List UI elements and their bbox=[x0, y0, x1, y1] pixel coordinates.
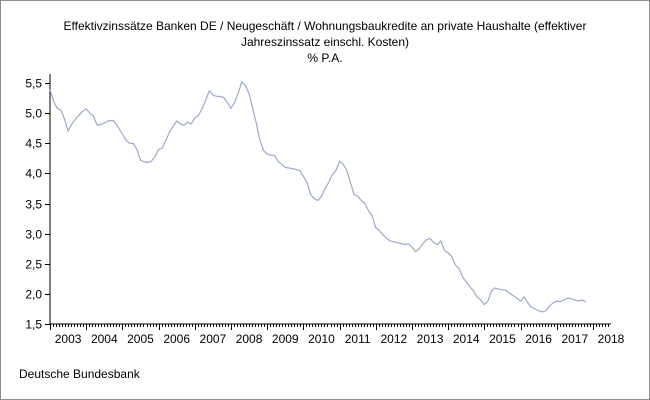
y-tick-label: 5,5 bbox=[25, 77, 42, 91]
y-tick-label: 4,5 bbox=[25, 137, 42, 151]
y-tick-label: 3,0 bbox=[25, 228, 42, 242]
chart-title: Effektivzinssätze Banken DE / Neugeschäf… bbox=[0, 18, 650, 66]
chart-title-line-1: Effektivzinssätze Banken DE / Neugeschäf… bbox=[63, 19, 587, 33]
y-tick-label: 5,0 bbox=[25, 107, 42, 121]
chart-title-line-2: Jahreszinssatz einschl. Kosten) bbox=[240, 35, 410, 49]
x-tick-label: 2018 bbox=[598, 332, 625, 346]
x-tick-label: 2006 bbox=[163, 332, 190, 346]
x-tick-label: 2014 bbox=[453, 332, 480, 346]
x-tick-label: 2017 bbox=[561, 332, 588, 346]
y-tick-label: 4,0 bbox=[25, 167, 42, 181]
y-tick-label: 2,5 bbox=[25, 258, 42, 272]
x-tick-label: 2013 bbox=[417, 332, 444, 346]
chart-plot-area bbox=[49, 81, 586, 313]
x-tick-label: 2011 bbox=[345, 332, 371, 346]
x-tick-label: 2016 bbox=[525, 332, 552, 346]
chart-unit-label: % P.A. bbox=[307, 51, 343, 65]
chart-axes: 1,5 2,0 2,5 3,0 3,5 4,0 4,5 5,0 5,5 2003 2004 2005 2… bbox=[25, 74, 625, 346]
x-tick-label: 2008 bbox=[236, 332, 263, 346]
x-tick-label: 2009 bbox=[272, 332, 299, 346]
x-tick-label: 2005 bbox=[127, 332, 154, 346]
x-tick-label: 2010 bbox=[308, 332, 335, 346]
x-tick-label: 2003 bbox=[55, 332, 82, 346]
y-tick-label: 2,0 bbox=[25, 288, 42, 302]
series-line-0 bbox=[49, 81, 586, 313]
x-tick-label: 2012 bbox=[380, 332, 407, 346]
x-tick-label: 2015 bbox=[489, 332, 516, 346]
source-label: Deutsche Bundesbank bbox=[19, 367, 140, 381]
x-tick-label: 2007 bbox=[200, 332, 227, 346]
y-tick-label: 3,5 bbox=[25, 198, 42, 212]
x-tick-label: 2004 bbox=[91, 332, 118, 346]
y-tick-label: 1,5 bbox=[25, 318, 42, 332]
